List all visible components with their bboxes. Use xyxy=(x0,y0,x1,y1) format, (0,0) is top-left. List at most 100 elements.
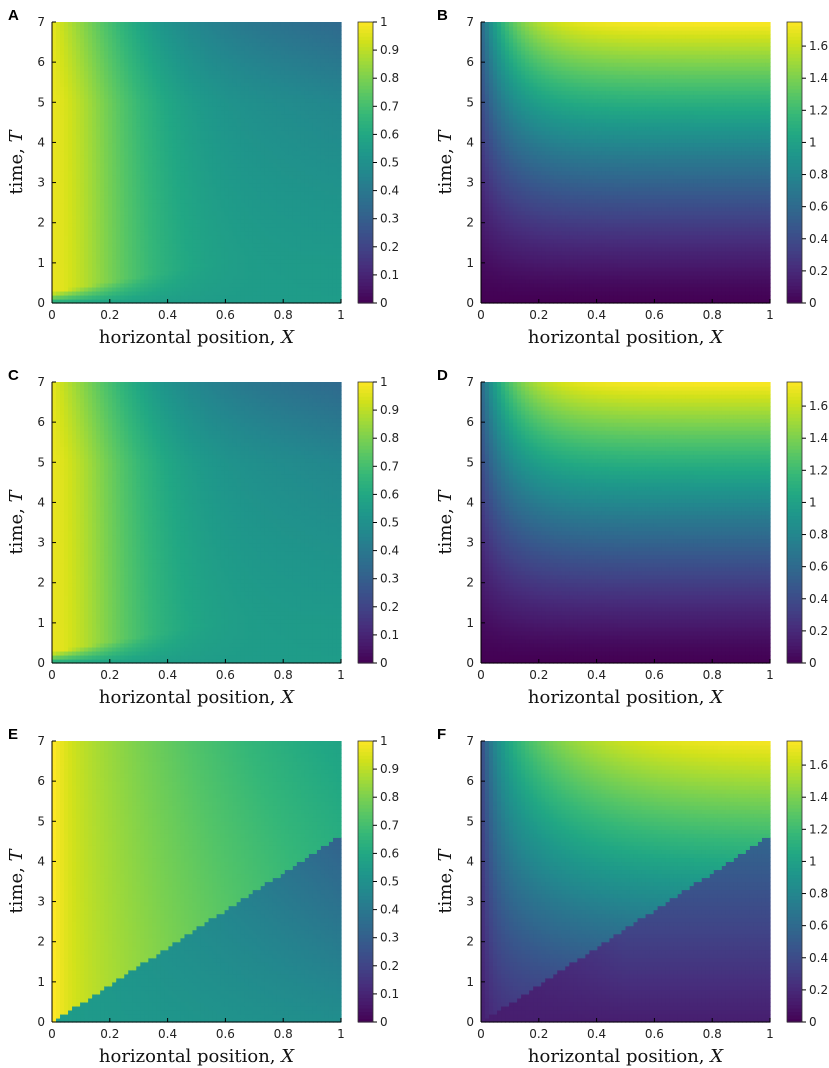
heatmap-cell xyxy=(204,98,210,103)
heatmap-cell xyxy=(312,214,318,220)
heatmap-cell xyxy=(284,114,290,119)
heatmap-cell xyxy=(204,162,210,168)
heatmap-cell xyxy=(52,66,57,71)
heatmap-cell xyxy=(308,138,314,144)
heatmap-cell xyxy=(120,46,125,51)
heatmap-cell xyxy=(196,90,202,95)
heatmap-cell xyxy=(252,46,258,51)
heatmap-cell xyxy=(224,170,230,176)
heatmap-cell xyxy=(64,226,69,232)
heatmap-cell xyxy=(196,174,202,180)
heatmap-cell xyxy=(96,102,101,107)
heatmap-cell xyxy=(56,230,61,236)
heatmap-cell xyxy=(88,174,93,180)
heatmap-cell xyxy=(136,246,141,252)
heatmap-cell xyxy=(300,262,306,268)
heatmap-cell xyxy=(316,134,322,140)
heatmap-cell xyxy=(260,62,266,67)
heatmap-cell xyxy=(300,206,306,212)
heatmap-cell xyxy=(108,202,113,208)
heatmap-cell xyxy=(92,138,97,144)
heatmap-cell xyxy=(108,42,113,47)
heatmap-cell xyxy=(52,250,57,256)
heatmap-cell xyxy=(88,110,93,115)
heatmap-cell xyxy=(212,50,218,55)
heatmap-cell xyxy=(156,106,161,111)
heatmap-cell xyxy=(172,46,178,51)
heatmap-cell xyxy=(228,202,234,208)
heatmap-cell xyxy=(112,94,117,99)
heatmap-cell xyxy=(288,266,294,272)
heatmap-cell xyxy=(104,78,109,83)
heatmap-cell xyxy=(124,150,129,156)
heatmap-cell xyxy=(172,106,178,111)
heatmap-cell xyxy=(260,74,266,79)
heatmap-cell xyxy=(76,222,81,228)
heatmap-cell xyxy=(296,182,302,188)
heatmap-cell xyxy=(264,174,270,180)
heatmap-cell xyxy=(156,50,161,55)
heatmap-cell xyxy=(304,118,310,123)
heatmap-cell xyxy=(52,190,57,196)
heatmap-cell xyxy=(236,126,242,131)
heatmap-cell xyxy=(296,262,302,268)
heatmap-cell xyxy=(296,170,302,176)
heatmap-cell xyxy=(224,26,230,31)
heatmap-cell xyxy=(216,238,222,244)
heatmap-cell xyxy=(224,222,230,228)
heatmap-cell xyxy=(276,242,282,248)
heatmap-cell xyxy=(232,114,238,119)
heatmap-cell xyxy=(184,70,190,75)
heatmap-cell xyxy=(180,194,186,200)
heatmap-cell xyxy=(68,274,73,280)
heatmap-cell xyxy=(100,178,105,184)
heatmap-cell xyxy=(68,26,73,31)
heatmap-cell xyxy=(72,126,77,131)
heatmap-cell xyxy=(200,134,206,140)
heatmap-cell xyxy=(136,34,141,39)
heatmap-cell xyxy=(312,218,318,224)
heatmap-cell xyxy=(204,158,210,164)
heatmap-cell xyxy=(204,218,210,224)
heatmap-cell xyxy=(228,182,234,188)
heatmap-cell xyxy=(300,58,306,63)
heatmap-cell xyxy=(232,102,238,107)
heatmap-cell xyxy=(152,214,157,220)
heatmap-cell xyxy=(152,286,157,292)
heatmap-cell xyxy=(112,146,117,152)
heatmap-cell xyxy=(232,94,238,99)
heatmap-cell xyxy=(296,82,302,87)
heatmap-cell xyxy=(228,222,234,228)
heatmap-cell xyxy=(232,134,238,140)
heatmap-cell xyxy=(252,206,258,212)
heatmap-cell xyxy=(308,98,314,103)
heatmap-cell xyxy=(176,58,182,63)
heatmap-cell xyxy=(324,62,330,67)
heatmap-cell xyxy=(260,186,266,192)
heatmap-cell xyxy=(172,170,178,176)
heatmap-cell xyxy=(244,82,250,87)
heatmap-cell xyxy=(132,174,137,180)
heatmap-cell xyxy=(152,118,157,123)
heatmap-cell xyxy=(300,62,306,67)
heatmap-cell xyxy=(144,106,149,111)
heatmap-cell xyxy=(52,174,57,180)
heatmap-cell xyxy=(240,154,246,160)
heatmap-cell xyxy=(52,178,57,184)
heatmap-cell xyxy=(272,162,278,168)
heatmap-cell xyxy=(176,174,182,180)
heatmap-cell xyxy=(228,166,234,172)
heatmap-cell xyxy=(272,262,278,268)
heatmap-cell xyxy=(116,78,121,83)
heatmap-cell xyxy=(204,118,210,123)
heatmap-cell xyxy=(148,170,153,176)
heatmap-cell xyxy=(76,174,81,180)
heatmap-cell xyxy=(100,154,105,160)
heatmap-cell xyxy=(176,110,182,115)
heatmap-cell xyxy=(216,54,222,59)
heatmap-cell xyxy=(296,22,302,27)
heatmap-cell xyxy=(324,130,330,135)
heatmap-cell xyxy=(296,186,302,192)
heatmap-cell xyxy=(272,82,278,87)
